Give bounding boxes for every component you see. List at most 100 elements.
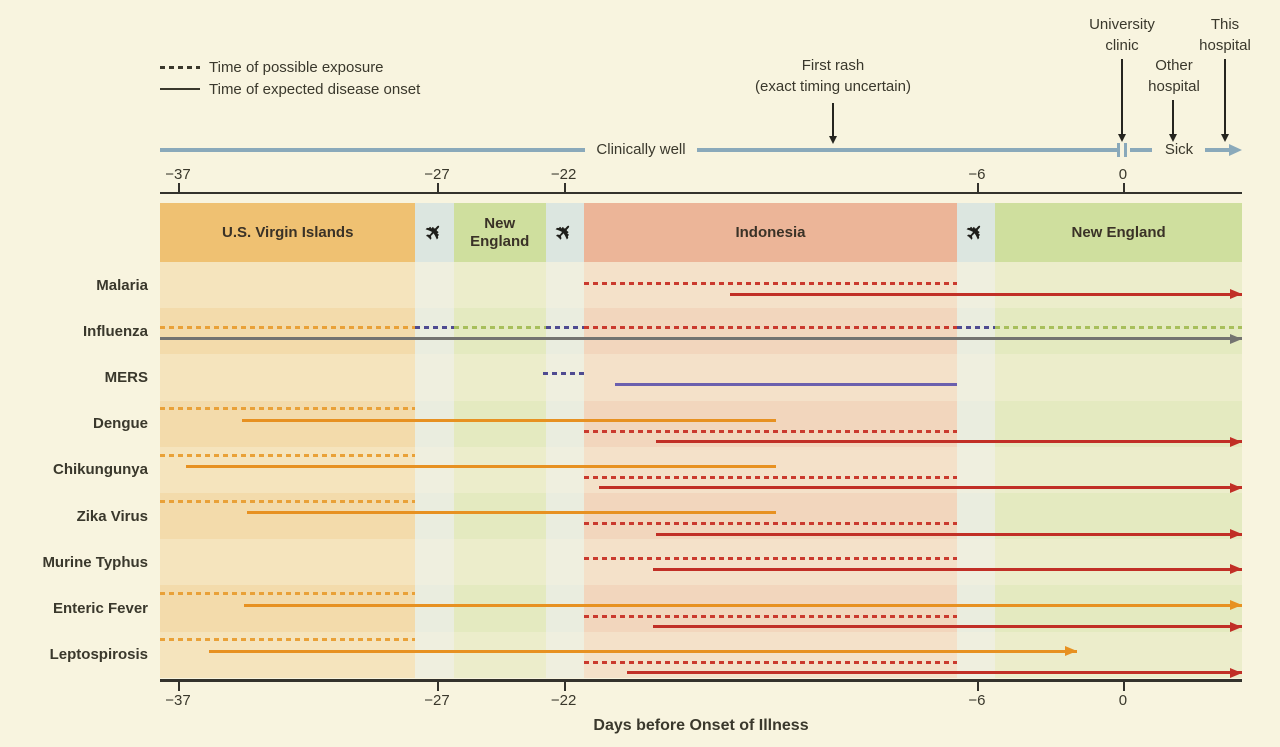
line-arrowhead-icon: [1230, 333, 1242, 344]
this-hospital-arrowhead-icon: [1221, 134, 1229, 142]
onset-solid-line: [614, 383, 957, 387]
legend-onset-row: Time of expected disease onset: [160, 78, 420, 100]
axis-tick: [177, 682, 180, 691]
row-band: [415, 446, 454, 493]
region-label: U.S. Virgin Islands: [221, 223, 354, 241]
axis-tick: [976, 183, 979, 192]
exposure-dashed-line: [160, 407, 416, 411]
other-hospital-annotation: Other hospital: [1148, 57, 1200, 95]
row-band: [453, 400, 546, 447]
exposure-dashed-line: [545, 326, 584, 330]
row-band: [545, 354, 584, 401]
airplane-icon: ✈: [961, 217, 991, 247]
exposure-dashed-line: [584, 661, 957, 665]
onset-solid-line: [246, 511, 776, 515]
this-hospital-annotation: This hospital: [1199, 16, 1251, 54]
row-band: [415, 308, 454, 355]
other-hospital-arrow: [1172, 100, 1174, 134]
row-band: [956, 539, 996, 586]
row-band: [545, 308, 584, 355]
travel-band: ✈: [545, 203, 584, 262]
row-band: [415, 631, 454, 678]
onset-solid-line: [185, 465, 776, 469]
row-band: [160, 354, 416, 401]
other-hospital-arrowhead-icon: [1169, 134, 1177, 142]
onset-solid-line: [655, 436, 1242, 447]
row-band: [545, 262, 584, 309]
axis-tick-label: −27: [424, 166, 450, 183]
exposure-dashed-line: [160, 592, 416, 596]
row-band: [545, 585, 584, 632]
travel-band: ✈: [415, 203, 454, 262]
travel-band: ✈: [956, 203, 996, 262]
row-label-dengue: Dengue: [92, 415, 148, 433]
axis-tick-label: −27: [424, 692, 450, 709]
exposure-dashed-line: [160, 326, 416, 330]
plot-area: U.S. Virgin Islands ✈ New England ✈ Indonesi…: [160, 203, 1242, 678]
row-band: [545, 492, 584, 540]
row-band: [160, 539, 416, 586]
line-arrowhead-icon: [1229, 564, 1242, 575]
onset-solid-line: [652, 621, 1242, 632]
row-band: [956, 354, 996, 401]
row-band: [415, 492, 454, 540]
exposure-dashed-line: [584, 522, 957, 526]
legend-onset-label: Time of expected disease onset: [209, 80, 421, 98]
bottom-axis: −37 −27 −22 −6 0: [160, 679, 1242, 713]
disease-row-mers: [160, 354, 1242, 401]
region-band-indonesia: Indonesia: [584, 203, 957, 262]
row-band: [956, 492, 996, 540]
line-arrowhead-icon: [1229, 667, 1242, 678]
row-band: [160, 308, 416, 355]
exposure-dashed-line: [584, 282, 957, 286]
exposure-dashed-line: [584, 614, 957, 618]
university-clinic-arrow: [1121, 59, 1123, 134]
row-band: [415, 354, 454, 401]
row-label-malaria: Malaria: [96, 276, 148, 294]
disease-row-chikungunya: [160, 446, 1242, 493]
row-band: [995, 400, 1242, 447]
row-background-bands: [160, 446, 1242, 493]
axis-tick: [1122, 682, 1125, 691]
timeline-segment: [1205, 148, 1230, 152]
exposure-dashed-line: [415, 326, 454, 330]
exposure-dashed-line: [453, 326, 546, 330]
region-label: Indonesia: [735, 223, 806, 241]
onset-solid-line: [241, 419, 776, 423]
disease-row-enteric-fever: [160, 585, 1242, 632]
region-band-new-england: New England: [995, 203, 1242, 262]
axis-tick: [436, 682, 439, 691]
top-axis: −37 −27 −22 −6 0: [160, 160, 1242, 203]
row-band: [453, 262, 546, 309]
exposure-dashed-line: [584, 326, 957, 330]
row-band: [995, 492, 1242, 540]
dashed-line-swatch-icon: [160, 65, 200, 69]
exposure-dashed-line: [584, 556, 957, 560]
row-background-bands: [160, 400, 1242, 447]
axis-tick: [1122, 183, 1125, 192]
row-band: [995, 539, 1242, 586]
row-label-murine-typhus: Murine Typhus: [42, 553, 148, 571]
row-label-mers: MERS: [104, 368, 148, 386]
axis-tick-label: −22: [550, 166, 577, 183]
axis-tick: [563, 682, 566, 691]
line-arrowhead-icon: [1229, 436, 1242, 447]
region-band-new-england: New England: [453, 203, 546, 262]
disease-row-zika-virus: [160, 492, 1242, 540]
row-band: [584, 585, 957, 632]
line-arrowhead-icon: [1229, 621, 1242, 632]
row-band: [415, 400, 454, 447]
exposure-dashed-line: [956, 326, 996, 330]
row-band: [584, 539, 957, 586]
row-background-bands: [160, 308, 1242, 355]
row-band: [956, 262, 996, 309]
exposure-dashed-line: [543, 372, 584, 376]
region-header-band: U.S. Virgin Islands ✈ New England ✈ Indonesi…: [160, 203, 1242, 262]
timeline-segment: [160, 148, 585, 152]
timeline-arrowhead-icon: [1229, 144, 1242, 156]
axis-tick-label: −37: [165, 692, 191, 709]
row-band: [415, 539, 454, 586]
exposure-dashed-line: [995, 326, 1242, 330]
axis-tick-label: −6: [968, 692, 986, 709]
